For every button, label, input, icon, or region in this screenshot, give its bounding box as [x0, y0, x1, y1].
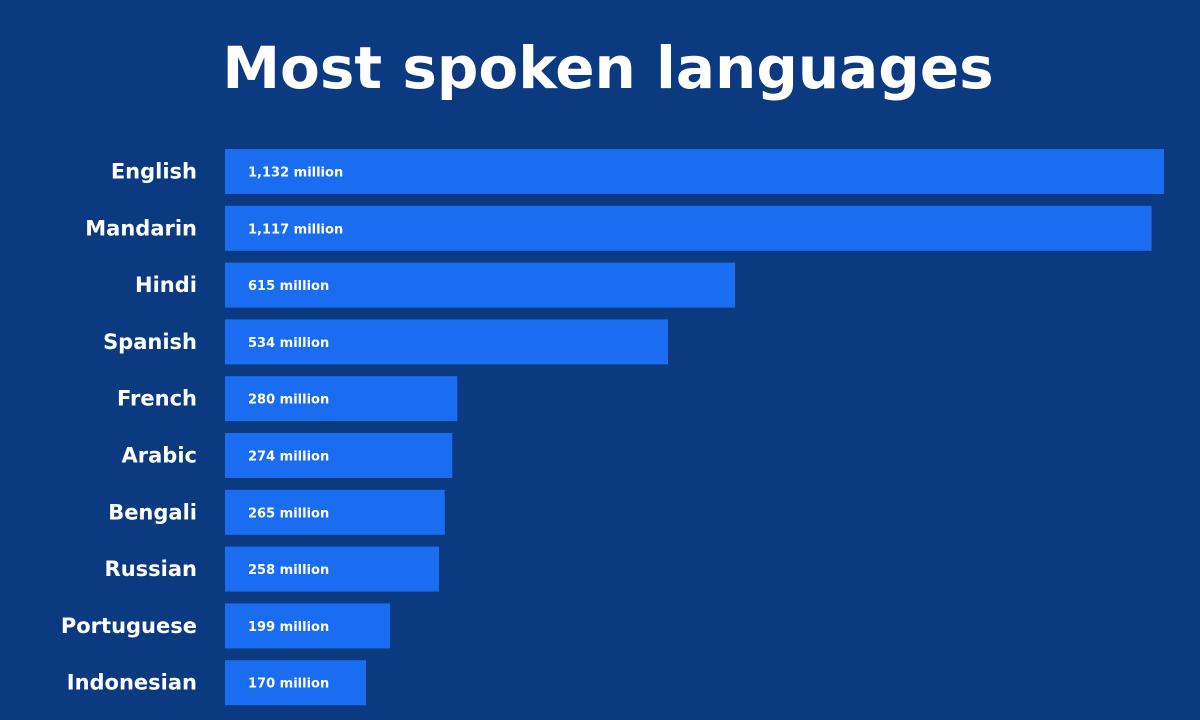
value-label-arabic: 274 million: [248, 450, 329, 465]
value-label-portuguese: 199 million: [248, 620, 329, 635]
value-label-hindi: 615 million: [248, 279, 329, 294]
bar-english: [225, 149, 1164, 194]
category-label-english: English: [111, 160, 197, 184]
bar-russian: [225, 546, 439, 592]
bar-spanish: [225, 319, 668, 365]
bar-french: [225, 376, 458, 422]
bar-hindi: [225, 262, 736, 308]
chart-title: Most spoken languages: [222, 34, 994, 102]
value-label-indonesian: 170 million: [248, 677, 329, 692]
bar-arabic: [225, 433, 453, 478]
category-label-french: French: [117, 387, 197, 411]
bar-indonesian: [225, 660, 366, 706]
value-label-spanish: 534 million: [248, 336, 329, 351]
category-label-portuguese: Portuguese: [61, 614, 197, 638]
value-label-mandarin: 1,117 million: [248, 222, 343, 237]
category-label-mandarin: Mandarin: [85, 216, 197, 240]
value-label-english: 1,132 million: [248, 166, 343, 181]
category-label-spanish: Spanish: [103, 330, 197, 354]
category-label-indonesian: Indonesian: [67, 671, 197, 695]
value-label-russian: 258 million: [248, 563, 329, 578]
value-label-french: 280 million: [248, 393, 329, 408]
category-label-arabic: Arabic: [122, 444, 197, 468]
bar-bengali: [225, 489, 445, 535]
value-label-bengali: 265 million: [248, 506, 329, 521]
category-label-hindi: Hindi: [135, 273, 197, 297]
bars-layer: English 1,132 million Mandarin 1,117 millio…: [61, 149, 1164, 706]
category-label-bengali: Bengali: [108, 500, 197, 524]
bar-mandarin: [225, 205, 1152, 251]
category-label-russian: Russian: [105, 557, 197, 581]
bar-portuguese: [225, 603, 391, 649]
